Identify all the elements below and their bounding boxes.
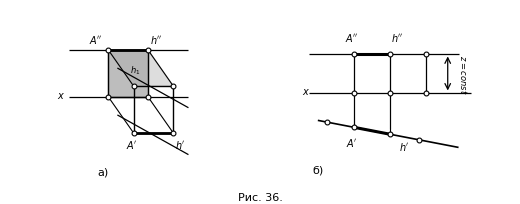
Text: Рис. 36.: Рис. 36. — [238, 192, 282, 202]
Text: а): а) — [97, 166, 109, 176]
Text: x: x — [58, 91, 63, 101]
Text: $h'$: $h'$ — [399, 140, 410, 152]
Text: $h''$: $h''$ — [150, 33, 162, 45]
Text: $h_1$: $h_1$ — [130, 64, 140, 77]
Text: $z = const$: $z = const$ — [459, 54, 470, 94]
Polygon shape — [108, 51, 173, 87]
Polygon shape — [108, 51, 148, 98]
Text: $h''$: $h''$ — [391, 32, 404, 44]
Text: $A''$: $A''$ — [89, 33, 103, 45]
Text: x: x — [302, 87, 308, 97]
Text: $A'$: $A'$ — [346, 137, 358, 149]
Text: б): б) — [312, 165, 323, 175]
Text: $h'$: $h'$ — [175, 139, 186, 151]
Text: $A''$: $A''$ — [345, 32, 359, 44]
Text: $A'$: $A'$ — [126, 139, 138, 151]
